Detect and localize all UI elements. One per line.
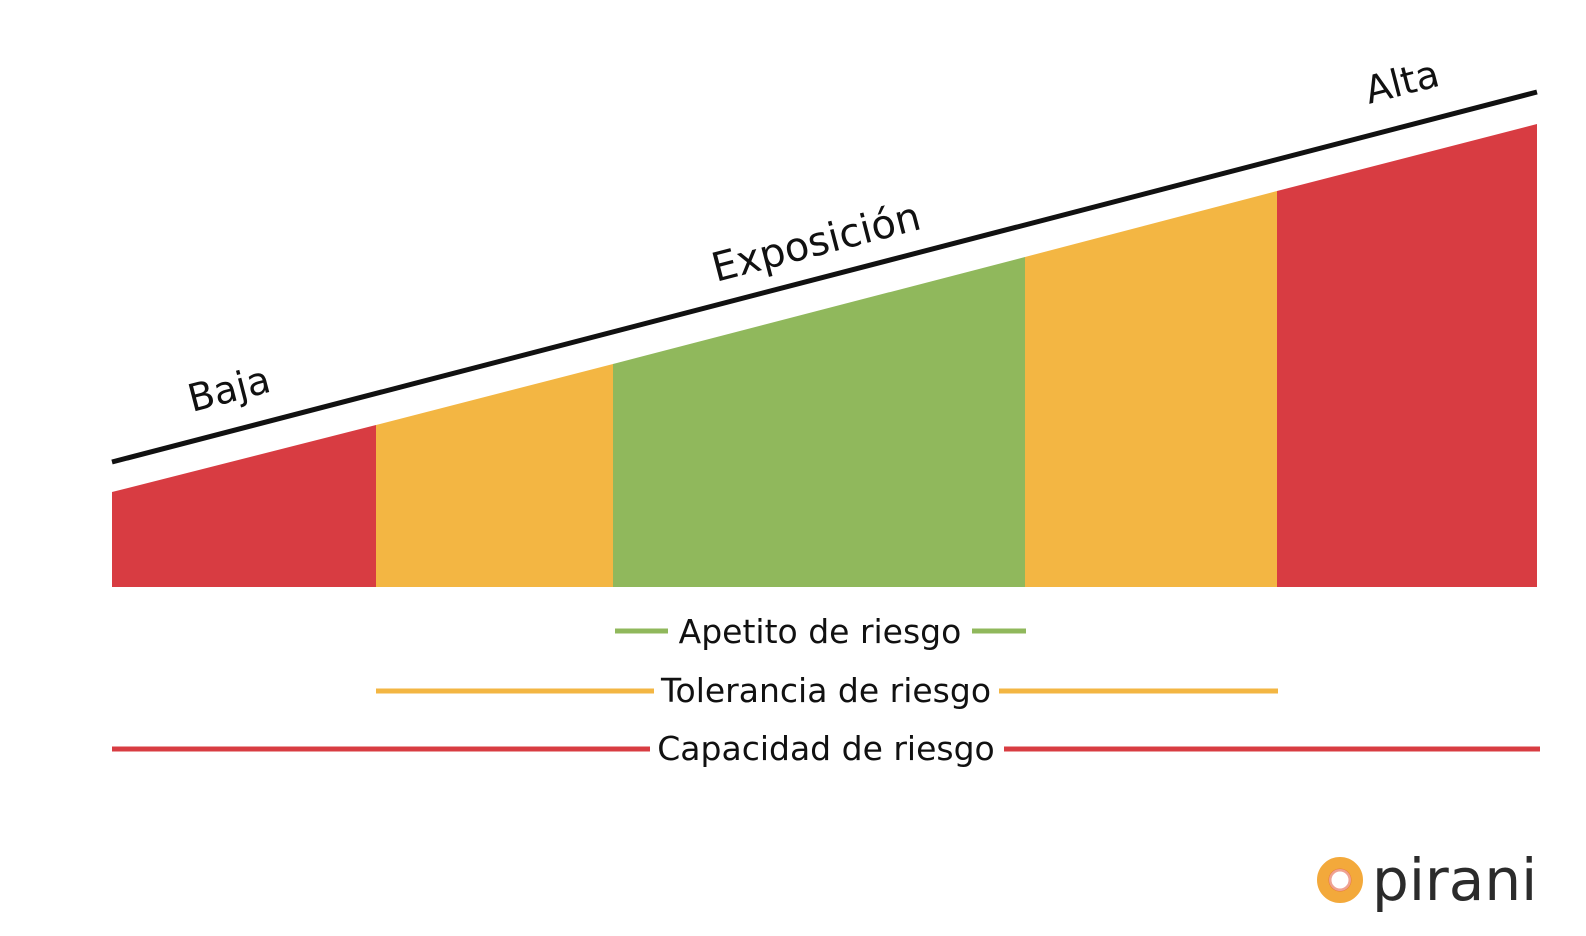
exposure-zones [112, 124, 1537, 587]
legend-tolerance-label: Tolerancia de riesgo [660, 671, 991, 710]
logo-ring-inner-icon [1328, 868, 1352, 892]
logo-ring-icon [1317, 857, 1363, 903]
legend-appetite-label: Apetito de riesgo [679, 612, 962, 651]
logo-wordmark: pirani [1372, 846, 1537, 914]
legend-capacity-label: Capacidad de riesgo [657, 729, 994, 768]
label-low: Baja [183, 357, 275, 420]
zone-tolerance-high [1025, 191, 1277, 587]
exposure-line [111, 89, 1538, 465]
legend-appetite: Apetito de riesgo [615, 612, 1026, 651]
zone-appetite [613, 257, 1025, 587]
zone-capacity-low [112, 425, 376, 587]
zone-tolerance-low [376, 364, 613, 587]
legend-tolerance: Tolerancia de riesgo [376, 671, 1278, 710]
pirani-logo: pirani [1317, 846, 1537, 914]
legend-capacity: Capacidad de riesgo [112, 729, 1540, 768]
label-high: Alta [1360, 51, 1443, 112]
zone-capacity-high [1277, 124, 1537, 587]
